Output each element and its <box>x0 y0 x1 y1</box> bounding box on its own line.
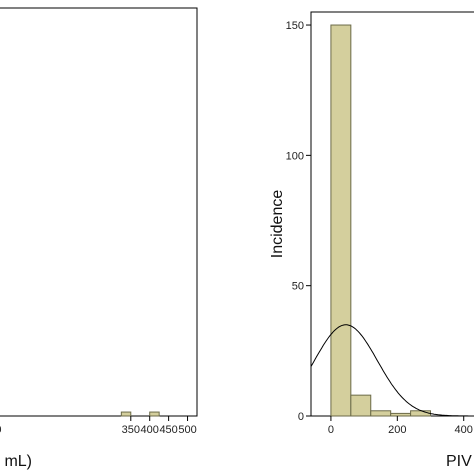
normal-curve <box>310 324 474 417</box>
right-bars <box>330 24 432 417</box>
right-x-tick-label: 200 <box>388 424 406 436</box>
left-x-tick-label: 0 <box>0 424 1 436</box>
right-x-axis-label: PIV <box>446 453 472 470</box>
right-histogram-bar <box>370 410 392 417</box>
right-histogram-bar <box>330 24 352 417</box>
right-y-axis-label: Incidence <box>269 190 286 259</box>
left-plot-frame <box>0 7 198 417</box>
right-histogram-bar <box>350 394 372 417</box>
right-x-tick-label: 0 <box>328 424 334 436</box>
left-x-axis-label: mL) <box>4 453 32 470</box>
left-bars <box>120 411 160 417</box>
right-y-ticks: 0 50 100 150 <box>286 20 311 423</box>
right-x-tick-label: 400 <box>455 424 473 436</box>
left-histogram-bar <box>120 411 132 417</box>
right-histogram-bar <box>410 410 432 417</box>
left-x-tick-label: 450 <box>159 424 177 436</box>
right-y-tick-label: 50 <box>292 281 304 293</box>
right-y-tick-label: 0 <box>298 411 304 423</box>
left-x-tick-label: 350 <box>122 424 140 436</box>
right-histogram: 0 50 100 150 0 200 400 Incidence PIV <box>269 11 474 470</box>
left-histogram-bar <box>149 411 160 417</box>
right-histogram-bar <box>390 412 412 417</box>
left-x-tick-label: 500 <box>178 424 196 436</box>
left-x-tick-label: 400 <box>141 424 159 436</box>
right-y-tick-label: 100 <box>286 150 304 162</box>
right-y-tick-label: 150 <box>286 20 304 32</box>
right-x-ticks: 0 200 400 <box>328 416 473 436</box>
